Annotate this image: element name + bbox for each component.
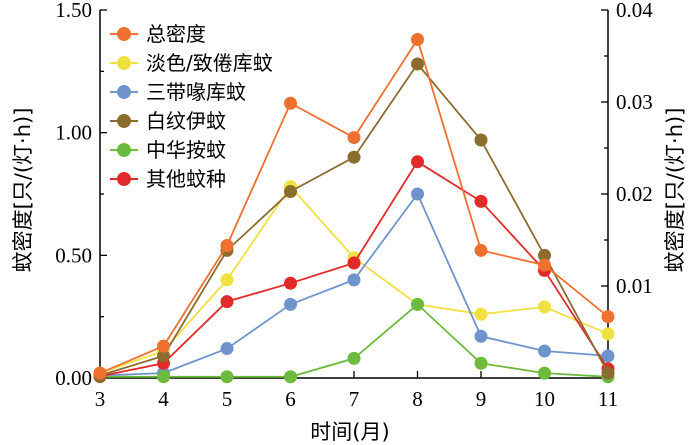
- data-point: [601, 366, 615, 380]
- data-point: [284, 96, 297, 110]
- data-point: [411, 57, 424, 71]
- data-point: [538, 248, 551, 262]
- y-left-tick-label: 0.00: [55, 366, 92, 390]
- data-point: [411, 155, 424, 169]
- legend-label: 白纹伊蚊: [146, 109, 226, 133]
- data-point: [474, 194, 488, 208]
- axes: 3 4 5 6 7 8 9 10 11 0.00 0.50 1.00 1.50 0.01 0.02 0.03 0…: [55, 0, 653, 411]
- legend-label: 总密度: [146, 22, 206, 46]
- data-point: [220, 342, 234, 356]
- data-point: [411, 187, 424, 201]
- data-point: [347, 351, 361, 365]
- y-right-tick-label: 0.04: [616, 0, 653, 22]
- data-point: [220, 273, 234, 287]
- y-axis-right-title: 蚊密度[只/(灯·h)]: [663, 108, 687, 273]
- data-point: [157, 349, 170, 363]
- legend-marker: [117, 143, 131, 157]
- legend-label: 三带喙库蚊: [146, 80, 246, 104]
- data-point: [284, 276, 297, 290]
- data-point: [347, 131, 361, 145]
- legend-marker: [117, 27, 131, 41]
- x-tick-label: 3: [95, 387, 106, 411]
- legend-marker: [117, 172, 131, 186]
- data-point: [538, 300, 551, 314]
- x-tick-label: 8: [412, 387, 423, 411]
- data-point: [220, 370, 234, 384]
- y-right-tick-label: 0.01: [616, 274, 653, 298]
- data-point: [601, 327, 615, 341]
- data-point: [411, 297, 424, 311]
- y-right-tick-label: 0.03: [616, 90, 653, 114]
- data-point: [474, 307, 488, 321]
- y-left-tick-label: 1.00: [55, 121, 92, 145]
- legend-item: 白纹伊蚊: [110, 109, 226, 133]
- legend-marker: [117, 56, 131, 70]
- data-point: [220, 295, 234, 309]
- data-point: [538, 366, 551, 380]
- y-right-tick-label: 0.02: [616, 182, 653, 206]
- data-point: [347, 150, 361, 164]
- data-point: [284, 370, 297, 384]
- x-tick-label: 7: [349, 387, 360, 411]
- data-point: [347, 273, 361, 287]
- data-point: [474, 133, 488, 147]
- data-point: [157, 339, 170, 353]
- data-point: [220, 239, 234, 253]
- series-line: [100, 303, 609, 378]
- data-point: [347, 256, 361, 270]
- legend-label: 中华按蚊: [146, 138, 226, 162]
- x-tick-label: 10: [534, 387, 555, 411]
- x-tick-label: 6: [285, 387, 296, 411]
- x-tick-label: 4: [158, 387, 169, 411]
- data-point: [157, 370, 170, 384]
- x-tick-label: 5: [222, 387, 233, 411]
- data-point: [538, 344, 551, 358]
- legend-label: 其他蚊种: [146, 167, 226, 191]
- data-point: [93, 366, 107, 380]
- legend-marker: [117, 114, 131, 128]
- legend-item: 总密度: [110, 22, 206, 46]
- data-point: [284, 297, 297, 311]
- data-point: [284, 185, 297, 199]
- legend-item: 淡色/致倦库蚊: [110, 51, 273, 75]
- data-point: [474, 243, 488, 257]
- y-left-tick-label: 1.50: [55, 0, 92, 22]
- data-point: [474, 329, 488, 343]
- series-layer: [93, 32, 615, 384]
- series-1: [93, 32, 615, 380]
- legend-item: 中华按蚊: [110, 138, 226, 162]
- x-tick-label: 9: [476, 387, 487, 411]
- data-point: [601, 349, 615, 363]
- data-point: [601, 310, 615, 324]
- x-tick-label: 11: [598, 387, 618, 411]
- legend-item: 其他蚊种: [110, 167, 226, 191]
- legend-marker: [117, 85, 131, 99]
- y-axis-left-title: 蚊密度[只/(灯·h)]: [11, 108, 35, 273]
- data-point: [411, 32, 424, 46]
- x-axis-title: 时间(月): [310, 420, 389, 444]
- legend-label: 淡色/致倦库蚊: [146, 51, 273, 75]
- y-left-tick-label: 0.50: [55, 243, 92, 267]
- data-point: [538, 258, 551, 272]
- legend-item: 三带喙库蚊: [110, 80, 246, 104]
- data-point: [474, 356, 488, 370]
